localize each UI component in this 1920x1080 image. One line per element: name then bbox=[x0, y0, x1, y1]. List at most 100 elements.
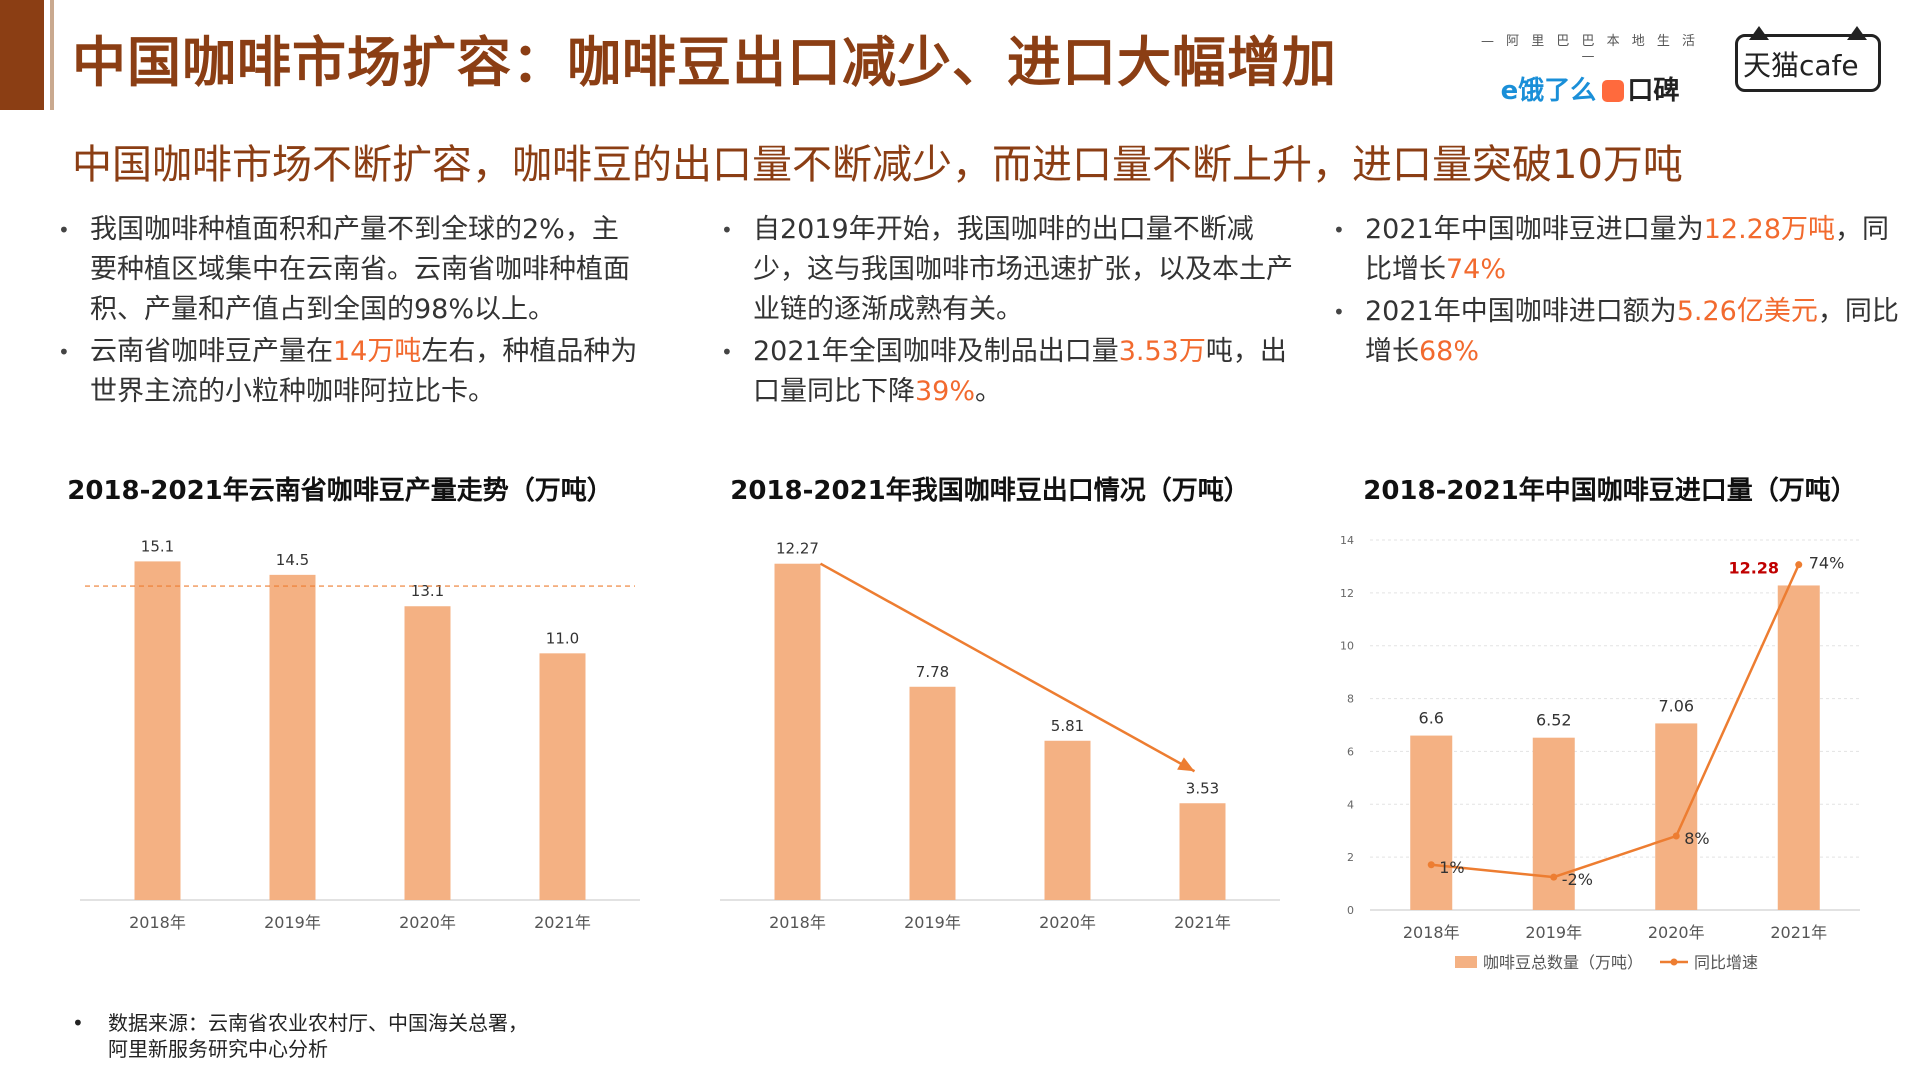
header-accent-bar bbox=[0, 0, 44, 110]
y-tick-label: 6 bbox=[1347, 745, 1354, 758]
bar-value-label: 7.78 bbox=[916, 663, 949, 681]
logo-tagline: — 阿 里 巴 巴 本 地 生 活 — bbox=[1480, 34, 1700, 64]
bar-value-label: 6.52 bbox=[1536, 711, 1572, 730]
bullet-text: ，同比增长 bbox=[1365, 296, 1899, 367]
highlight-text: 74% bbox=[1446, 254, 1507, 285]
trend-arrow-line bbox=[819, 562, 1196, 773]
bar bbox=[539, 653, 586, 900]
koubei-logo-icon bbox=[1602, 80, 1625, 102]
bar bbox=[1044, 740, 1091, 900]
bullet-dot: • bbox=[58, 340, 70, 364]
growth-point bbox=[1550, 873, 1558, 881]
import-chart: 02468101214-10%0%10%20%30%40%50%60%70%80… bbox=[1340, 534, 1860, 972]
bar-value-label: 7.06 bbox=[1658, 696, 1694, 715]
legend-bar-swatch bbox=[1455, 956, 1477, 968]
x-tick-label: 2021年 bbox=[534, 913, 591, 932]
bar bbox=[1532, 737, 1575, 910]
cat-head-icon bbox=[1735, 34, 1881, 92]
page-subtitle: 中国咖啡市场不断扩容，咖啡豆的出口量不断减少，而进口量不断上升，进口量突破10万… bbox=[72, 142, 1683, 188]
growth-value-label: 1% bbox=[1439, 858, 1464, 877]
bullet-dot: • bbox=[58, 218, 70, 242]
growth-point bbox=[1795, 561, 1803, 569]
source-bullet: • bbox=[72, 1011, 84, 1035]
header-accent-line bbox=[50, 0, 54, 110]
bullet-item: • 自2019年开始，我国咖啡的出口量不断减少，这与我国咖啡市场迅速扩张，以及本土… bbox=[713, 210, 1303, 330]
bar bbox=[1179, 803, 1226, 900]
bar-value-label: 12.28 bbox=[1728, 558, 1779, 577]
bar bbox=[269, 574, 316, 900]
bullet-item: • 2021年中国咖啡进口额为5.26亿美元，同比增长68% bbox=[1325, 292, 1915, 372]
bullet-dot: • bbox=[1333, 300, 1345, 324]
highlight-text: 68% bbox=[1419, 336, 1480, 367]
source-line-1: 数据来源：云南省农业农村厅、中国海关总署， bbox=[108, 1011, 528, 1035]
x-tick-label: 2021年 bbox=[1174, 913, 1231, 932]
tmall-cafe-text: 天猫cafe bbox=[1743, 49, 1859, 82]
bullet-text: ，同比增长 bbox=[1365, 214, 1890, 285]
logo-brands: e饿了么 口碑 bbox=[1478, 70, 1702, 107]
x-tick-label: 2020年 bbox=[399, 913, 456, 932]
eleme-logo: 饿了么 bbox=[1518, 76, 1597, 106]
growth-value-label: 74% bbox=[1809, 554, 1845, 573]
text-column-3: • 2021年中国咖啡豆进口量为12.28万吨，同比增长74% • 2021年中国咖啡… bbox=[1325, 210, 1915, 374]
source-line-2: 阿里新服务研究中心分析 bbox=[108, 1037, 328, 1061]
text-column-1: • 我国咖啡种植面积和产量不到全球的2%，主要种植区域集中在云南省。云南省咖啡种植… bbox=[50, 210, 640, 414]
text-column-2: • 自2019年开始，我国咖啡的出口量不断减少，这与我国咖啡市场迅速扩张，以及本土… bbox=[713, 210, 1303, 414]
growth-point bbox=[1427, 861, 1435, 869]
x-tick-label: 2020年 bbox=[1039, 913, 1096, 932]
bar bbox=[1410, 735, 1453, 910]
legend-bar-label: 咖啡豆总数量（万吨） bbox=[1483, 953, 1643, 972]
data-source-note: • 数据来源：云南省农业农村厅、中国海关总署， 阿里新服务研究中心分析 bbox=[72, 1010, 528, 1062]
growth-value-label: 8% bbox=[1684, 829, 1709, 848]
bar bbox=[404, 606, 451, 900]
bullet-text: 2021年全国咖啡及制品出口量 bbox=[753, 336, 1119, 367]
bullet-text: 我国咖啡种植面积和产量不到全球的2%，主要种植区域集中在云南省。云南省咖啡种植面… bbox=[90, 214, 630, 325]
bar-value-label: 13.1 bbox=[411, 582, 444, 600]
x-tick-label: 2019年 bbox=[904, 913, 961, 932]
bullet-text: 2021年中国咖啡豆进口量为 bbox=[1365, 214, 1704, 245]
bullet-text: 云南省咖啡豆产量在 bbox=[90, 336, 333, 367]
bar-value-label: 14.5 bbox=[276, 551, 309, 569]
y-tick-label: 2 bbox=[1347, 851, 1354, 864]
bullet-text: 左右，种植品种为世界主流的小粒种咖啡阿拉比卡。 bbox=[90, 336, 638, 407]
growth-line bbox=[1431, 564, 1800, 879]
bullet-dot: • bbox=[1333, 218, 1345, 242]
yunnan-production-chart: 15.1 2018年 14.5 2019年 13.1 2020年 11.0 2021年 bbox=[80, 537, 640, 932]
bullet-item: • 2021年中国咖啡豆进口量为12.28万吨，同比增长74% bbox=[1325, 210, 1915, 290]
tmall-cafe-logo: 天猫cafe bbox=[1735, 26, 1881, 92]
bullet-text: 自2019年开始，我国咖啡的出口量不断减少，这与我国咖啡市场迅速扩张，以及本土产… bbox=[753, 214, 1293, 325]
highlight-text: 14万吨 bbox=[333, 336, 422, 367]
alibaba-local-life-logo: — 阿 里 巴 巴 本 地 生 活 — e饿了么 口碑 bbox=[1478, 30, 1702, 107]
bar-value-label: 11.0 bbox=[546, 629, 579, 647]
bar bbox=[134, 561, 181, 900]
bar-value-label: 6.6 bbox=[1419, 709, 1444, 728]
highlight-text: 5.26亿美元 bbox=[1676, 296, 1818, 327]
bar-value-label: 5.81 bbox=[1051, 717, 1084, 735]
eleme-logo-icon: e bbox=[1500, 76, 1519, 106]
bullet-text: 吨，出口量同比下降 bbox=[753, 336, 1287, 407]
y-tick-label: 0 bbox=[1347, 904, 1354, 917]
trend-arrow-head-icon bbox=[1177, 757, 1195, 772]
koubei-logo: 口碑 bbox=[1627, 76, 1680, 106]
export-chart: 12.27 2018年 7.78 2019年 5.81 2020年 3.53 2021年 bbox=[720, 540, 1280, 932]
x-tick-label: 2021年 bbox=[1770, 923, 1827, 942]
bar-value-label: 15.1 bbox=[141, 537, 174, 555]
bullet-item: • 2021年全国咖啡及制品出口量3.53万吨，出口量同比下降39%。 bbox=[713, 332, 1303, 412]
growth-value-label: -2% bbox=[1562, 870, 1593, 889]
bar bbox=[909, 686, 956, 900]
y-tick-label: 12 bbox=[1340, 587, 1354, 600]
bullet-dot: • bbox=[721, 218, 733, 242]
page-title: 中国咖啡市场扩容：咖啡豆出口减少、进口大幅增加 bbox=[72, 31, 1337, 94]
chart-3-title: 2018-2021年中国咖啡豆进口量（万吨） bbox=[1363, 476, 1857, 506]
growth-point bbox=[1672, 832, 1680, 840]
legend-line-marker bbox=[1670, 958, 1678, 966]
x-tick-label: 2020年 bbox=[1648, 923, 1705, 942]
bar bbox=[1777, 585, 1820, 910]
bar bbox=[1655, 723, 1698, 910]
x-tick-label: 2019年 bbox=[1525, 923, 1582, 942]
bar-value-label: 12.27 bbox=[776, 540, 819, 558]
bar-value-label: 3.53 bbox=[1186, 779, 1219, 797]
highlight-text: 39% bbox=[915, 376, 976, 407]
bar bbox=[774, 563, 821, 900]
x-tick-label: 2018年 bbox=[769, 913, 826, 932]
bullet-item: • 我国咖啡种植面积和产量不到全球的2%，主要种植区域集中在云南省。云南省咖啡种植… bbox=[50, 210, 640, 330]
